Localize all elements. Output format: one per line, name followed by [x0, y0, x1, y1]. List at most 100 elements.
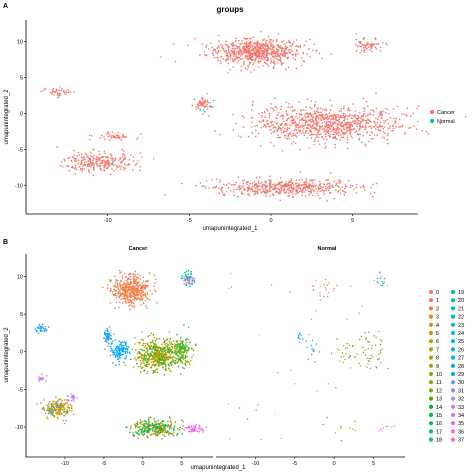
data-point: [384, 112, 387, 114]
data-point: [270, 179, 272, 182]
data-point: [234, 53, 236, 56]
data-point: [128, 301, 131, 304]
data-point: [319, 127, 321, 130]
data-point: [316, 390, 318, 392]
data-point: [278, 47, 281, 49]
data-point: [67, 89, 69, 91]
data-point: [316, 123, 319, 125]
data-point: [337, 181, 339, 183]
data-point: [233, 188, 235, 191]
data-point: [133, 366, 135, 368]
data-point: [73, 149, 75, 152]
data-point: [336, 338, 338, 340]
data-point: [174, 362, 176, 364]
data-point: [286, 127, 289, 130]
data-point: [210, 42, 212, 45]
data-point: [172, 43, 175, 46]
data-point: [162, 359, 165, 361]
data-point: [364, 47, 367, 49]
data-point: [321, 57, 323, 60]
data-point: [260, 121, 262, 123]
data-point: [113, 333, 116, 335]
data-point: [213, 49, 216, 52]
data-point: [114, 349, 116, 351]
data-point: [277, 372, 279, 374]
data-point: [111, 159, 113, 161]
data-point: [172, 355, 174, 358]
data-point: [134, 337, 136, 339]
data-point: [300, 119, 302, 121]
data-point: [257, 180, 260, 183]
data-point: [151, 293, 153, 295]
data-point: [291, 122, 293, 125]
data-point: [159, 350, 161, 352]
data-point: [153, 349, 156, 352]
data-point: [117, 293, 120, 295]
legend-swatch: [428, 404, 434, 409]
data-point: [165, 430, 167, 433]
data-point: [187, 273, 189, 275]
data-point: [297, 126, 300, 129]
data-point: [165, 367, 167, 370]
data-point: [326, 284, 329, 286]
data-point: [154, 431, 157, 434]
data-point: [68, 407, 70, 409]
data-point: [290, 185, 293, 188]
data-point: [148, 334, 151, 337]
data-point: [292, 109, 295, 112]
data-point: [135, 293, 138, 295]
data-point: [161, 420, 163, 423]
data-point: [345, 131, 348, 133]
data-point: [113, 294, 115, 296]
data-point: [340, 427, 342, 430]
data-point: [89, 160, 92, 163]
data-point: [125, 164, 127, 167]
data-point: [112, 157, 115, 160]
data-point: [91, 135, 93, 137]
data-point: [338, 121, 341, 123]
data-point: [378, 430, 380, 432]
data-point: [148, 422, 150, 424]
data-point: [191, 430, 193, 432]
data-point: [44, 88, 46, 90]
data-point: [106, 332, 108, 335]
data-point: [363, 37, 366, 39]
data-point: [268, 47, 270, 49]
data-point: [274, 55, 277, 57]
data-point: [312, 122, 315, 124]
data-point: [187, 326, 190, 329]
data-point: [355, 192, 358, 194]
legend-label: 13: [436, 397, 442, 403]
data-point: [307, 113, 310, 115]
data-point: [116, 285, 119, 288]
data-point: [355, 38, 358, 41]
data-point: [413, 125, 415, 127]
data-point: [143, 358, 145, 361]
data-point: [269, 181, 272, 184]
data-point: [289, 116, 292, 119]
data-point: [186, 276, 188, 279]
data-point: [375, 182, 378, 185]
legend-swatch: [428, 429, 434, 434]
data-point: [223, 194, 225, 196]
data-point: [209, 102, 211, 104]
data-point: [265, 193, 267, 195]
data-point: [358, 362, 360, 365]
data-point: [290, 49, 292, 51]
data-point: [349, 186, 352, 189]
data-point: [107, 131, 109, 133]
data-point: [319, 183, 321, 186]
data-point: [161, 422, 164, 425]
data-point: [174, 359, 177, 362]
data-point: [141, 357, 143, 359]
data-point: [159, 361, 162, 364]
data-point: [331, 121, 333, 123]
data-point: [121, 341, 123, 343]
data-point: [156, 423, 158, 425]
data-point: [137, 430, 140, 432]
data-point: [327, 383, 330, 385]
data-point: [155, 349, 157, 352]
data-point: [65, 420, 67, 422]
data-point: [314, 185, 317, 188]
data-point: [355, 120, 357, 123]
